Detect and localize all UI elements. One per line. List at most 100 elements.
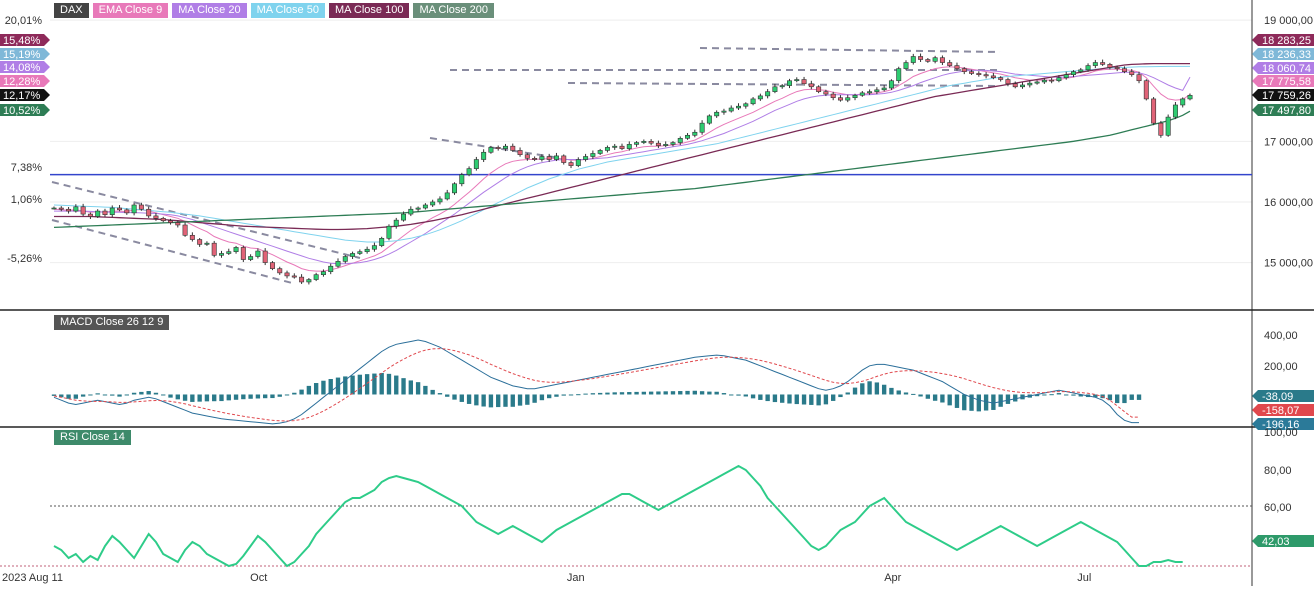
candle-body [743, 103, 749, 107]
left-axis-label: 12,17% [3, 90, 41, 102]
macd-histogram-bar [226, 394, 231, 401]
candle-body [153, 215, 159, 219]
candle-body [357, 251, 363, 254]
macd-histogram-bar [190, 394, 195, 402]
candle-body [393, 219, 399, 227]
macd-histogram-bar [780, 394, 785, 403]
candle-body [539, 156, 545, 160]
macd-badge-label: -38,09 [1262, 391, 1293, 403]
price-badge-label: 17 497,80 [1262, 105, 1311, 117]
candle-body [306, 279, 312, 283]
candle-body [328, 265, 334, 272]
candle-body [648, 141, 654, 144]
candle-body [1121, 68, 1127, 72]
candle-body [517, 150, 523, 155]
price-badge [1252, 62, 1314, 74]
macd-histogram-bar [1071, 394, 1076, 396]
macd-histogram-bar [299, 389, 304, 395]
legend-item: EMA Close 9 [92, 3, 169, 18]
candle-body [313, 274, 319, 280]
support-line [50, 47, 1252, 284]
price-badge-label: 17 775,58 [1262, 76, 1311, 88]
left-axis-label: -5,26% [7, 253, 42, 265]
macd-histogram-bar [940, 394, 945, 403]
macd-histogram-bar [634, 391, 639, 395]
candle-body [444, 192, 450, 200]
candle-body [1041, 79, 1047, 83]
series-ma-close-20 [54, 69, 1191, 265]
candle-body [379, 238, 385, 246]
macd-histogram-bar [962, 394, 967, 411]
macd-histogram-bar [131, 392, 137, 395]
macd-badge [1252, 404, 1314, 416]
x-axis-label: Apr [884, 572, 901, 584]
macd-pane-title: MACD Close 26 12 9 [54, 315, 170, 330]
macd-histogram-bar [117, 394, 122, 397]
candle-body [604, 147, 610, 151]
candle-body [1078, 69, 1084, 72]
candle-body [1049, 79, 1055, 82]
candle-body [1172, 104, 1178, 118]
macd-histogram-bar [110, 394, 115, 396]
rsi-badge [1252, 535, 1314, 547]
candle-body [1114, 67, 1120, 69]
macd-histogram-bar [1034, 394, 1040, 397]
macd-histogram-bar [539, 394, 545, 401]
candle-body [131, 204, 137, 214]
macd-line [53, 339, 1139, 425]
macd-histogram-bar [823, 394, 829, 405]
candle-body [342, 256, 348, 262]
candle-body [1136, 74, 1142, 82]
candle-body [66, 208, 72, 212]
candle-body [503, 145, 508, 149]
macd-histogram-bar [364, 374, 370, 395]
candle-body [430, 201, 436, 206]
candle-body [692, 131, 698, 136]
candle-body [408, 208, 414, 215]
macd-histogram-bar [1013, 394, 1018, 402]
price-tick-label: 19 000,00 [1264, 15, 1313, 27]
macd-histogram-bar [1078, 394, 1083, 397]
macd-histogram-bar [568, 394, 574, 396]
macd-histogram-bar [1093, 394, 1098, 398]
left-axis-badge [0, 75, 50, 87]
macd-histogram-bar [772, 394, 778, 403]
macd-histogram-bar [845, 392, 850, 395]
candle-body [998, 77, 1004, 80]
candle-body [226, 251, 232, 254]
candle-body [859, 92, 865, 96]
candle-body [248, 256, 254, 260]
candle-body [488, 147, 494, 153]
candle-body [350, 253, 356, 257]
candle-body [466, 168, 472, 175]
macd-histogram-bar [561, 394, 566, 396]
price-badge-label: 18 060,74 [1262, 63, 1311, 75]
price-badge-label: 18 283,25 [1262, 35, 1311, 47]
left-axis-label: 15,19% [3, 49, 41, 61]
candle-body [51, 207, 57, 210]
macd-histogram-bar [787, 394, 792, 404]
candle-body [1165, 116, 1171, 136]
legend-item: MA Close 100 [328, 3, 410, 18]
macd-histogram-bar [954, 394, 960, 408]
candle-body [888, 80, 894, 89]
macd-histogram-bar [292, 392, 297, 395]
candle-body [794, 79, 800, 82]
candle-body [255, 250, 261, 257]
candle-body [175, 222, 181, 226]
candle-body [524, 154, 530, 159]
moving-averages [53, 62, 1191, 272]
candle-body [364, 248, 370, 252]
macd-histogram-bar [750, 394, 756, 399]
macd-histogram-bar [532, 394, 537, 403]
macd-histogram-bar [430, 389, 435, 395]
macd-histogram-bar [95, 393, 100, 395]
legend-item: MA Close 200 [413, 3, 494, 18]
macd-histogram-bar [648, 391, 654, 395]
candle-body [670, 142, 676, 145]
macd-histogram-bar [947, 394, 952, 406]
candle-body [874, 89, 880, 92]
candle-body [299, 276, 305, 283]
candle-body [932, 57, 938, 62]
candle-body [277, 268, 283, 274]
